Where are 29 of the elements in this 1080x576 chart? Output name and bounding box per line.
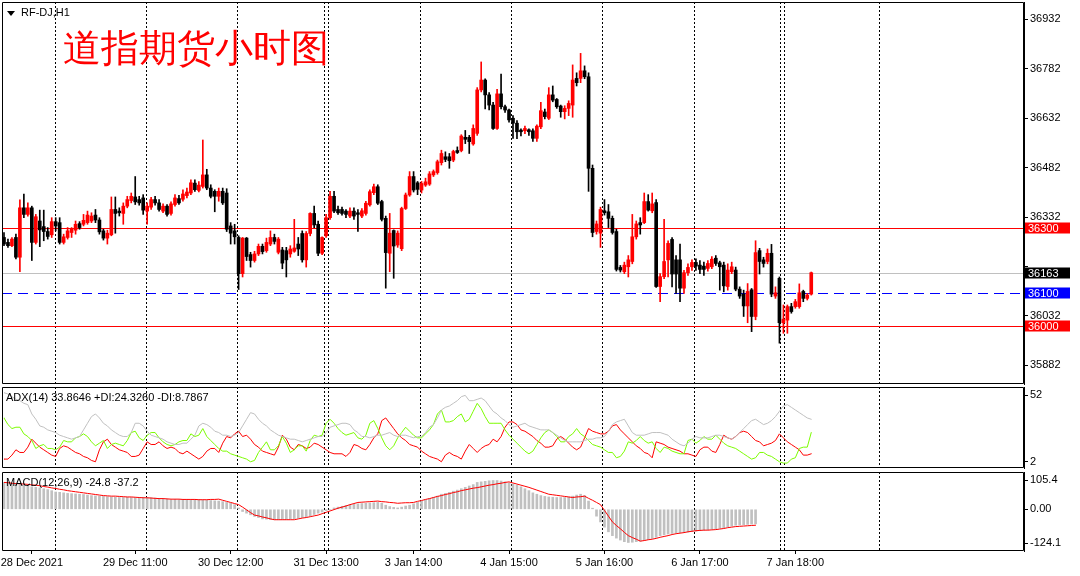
x-tick-label: 28 Dec 2021 bbox=[0, 555, 64, 568]
x-tick-label: 5 Jan 16:00 bbox=[575, 555, 634, 568]
x-tick-label: 3 Jan 14:00 bbox=[384, 555, 443, 568]
y-tick-label: 36632 bbox=[1030, 111, 1061, 124]
x-tick-label: 29 Dec 11:00 bbox=[102, 555, 168, 568]
y-tick-label: 105.4 bbox=[1030, 473, 1058, 486]
y-tick-label: 0.00 bbox=[1030, 502, 1052, 515]
chart-title: RF-DJ,H1 bbox=[21, 6, 70, 19]
y-tick-label: 36332 bbox=[1030, 210, 1061, 223]
text: 道指期货小时图 bbox=[63, 26, 329, 70]
y-tick-label: -124.1 bbox=[1030, 536, 1062, 549]
ref-line-label: 36000 bbox=[1028, 319, 1059, 332]
ref-line-label: 36300 bbox=[1028, 221, 1059, 234]
y-tick-label: 2 bbox=[1030, 454, 1037, 467]
y-tick-label: 52 bbox=[1030, 388, 1043, 401]
chart-title: MACD(12,26,9) -24.8 -37.2 bbox=[6, 476, 139, 489]
y-tick-label: 36932 bbox=[1030, 12, 1061, 25]
y-tick-label: 36032 bbox=[1030, 308, 1061, 321]
ref-line-label: 36163 bbox=[1028, 266, 1059, 279]
y-tick-label: 36482 bbox=[1030, 160, 1061, 173]
x-tick-label: 7 Jan 18:00 bbox=[766, 555, 825, 568]
ref-line-label: 36100 bbox=[1028, 286, 1059, 299]
x-tick-label: 31 Dec 13:00 bbox=[293, 555, 359, 568]
x-tick-label: 6 Jan 17:00 bbox=[671, 555, 729, 568]
y-tick-label: 35882 bbox=[1030, 358, 1061, 371]
x-tick-label: 30 Dec 12:00 bbox=[197, 555, 264, 568]
x-tick-label: 4 Jan 15:00 bbox=[480, 555, 538, 568]
chart-title: ADX(14) 33.8646 +DI:24.3260 -DI:8.7867 bbox=[6, 391, 209, 404]
y-tick-label: 36782 bbox=[1030, 61, 1061, 74]
